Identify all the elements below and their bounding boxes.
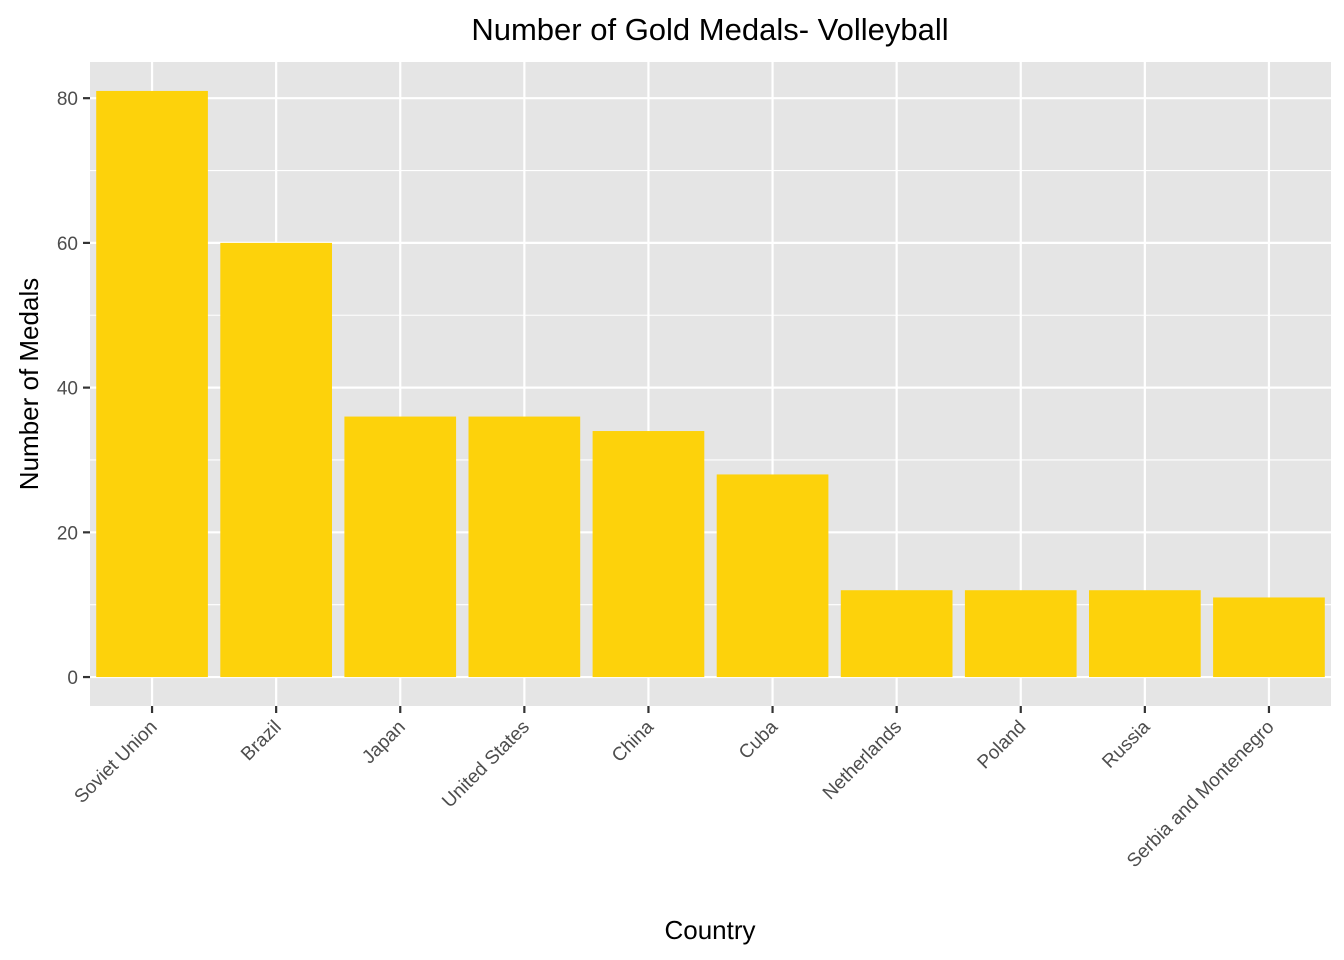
bar: [1213, 597, 1325, 678]
x-tick-label: Cuba: [735, 716, 782, 763]
bars: [96, 90, 1325, 678]
y-tick-label: 80: [57, 89, 78, 110]
bar: [964, 590, 1077, 678]
bar: [344, 416, 457, 678]
y-tick-label: 60: [57, 234, 78, 255]
x-tick-label: Serbia and Montenegro: [1123, 717, 1278, 872]
y-axis-title: Number of Medals: [14, 278, 44, 490]
y-axis: 0 20 40 60 80: [57, 89, 90, 689]
chart-title: Number of Gold Medals- Volleyball: [471, 12, 948, 47]
y-tick-label: 40: [57, 379, 78, 400]
bar: [592, 431, 705, 678]
y-tick-label: 0: [67, 668, 78, 689]
bar: [840, 590, 953, 678]
x-tick-label: Russia: [1098, 716, 1154, 772]
bar: [1089, 590, 1201, 678]
y-tick-label: 20: [57, 523, 78, 544]
x-tick-label: Poland: [974, 717, 1031, 774]
x-tick-label: Japan: [358, 717, 409, 768]
bar: [468, 416, 581, 678]
x-tick-label: China: [608, 716, 658, 766]
x-tick-label: Netherlands: [819, 717, 906, 804]
x-axis: Soviet Union Brazil Japan United States Chin…: [71, 706, 1278, 872]
x-tick-label: Soviet Union: [71, 717, 162, 808]
x-axis-title: Country: [664, 915, 755, 945]
x-tick-label: Brazil: [237, 717, 285, 765]
bar: [716, 474, 829, 678]
bar: [96, 90, 208, 678]
x-tick-label: United States: [438, 717, 534, 813]
bar: [220, 242, 332, 678]
